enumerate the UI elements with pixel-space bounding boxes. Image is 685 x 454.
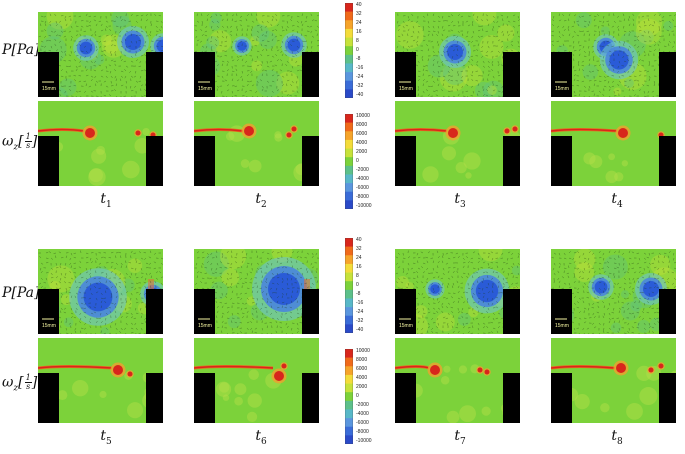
colorbar-tick: 6000 — [356, 366, 368, 372]
svg-text:15mm: 15mm — [42, 86, 56, 92]
vorticity-panel — [194, 101, 319, 186]
colorbar-tick: 16 — [356, 264, 362, 270]
pressure-row-label-bottom: P[Pa] — [2, 285, 40, 301]
pressure-panel: 15mm — [194, 249, 319, 334]
time-label-8: t8 — [611, 428, 623, 447]
colorbar-tick: 4000 — [356, 375, 368, 381]
colorbar-tick: -40 — [356, 327, 364, 333]
colorbar-tick: 0 — [356, 158, 359, 164]
colorbar-tick: -40 — [356, 92, 364, 98]
colorbar-tick: 8000 — [356, 122, 368, 128]
colorbar-tick: 0 — [356, 282, 359, 288]
vorticity-colorbar-bottom — [344, 348, 355, 445]
pressure-panel: 15mm — [38, 12, 163, 97]
svg-text:15mm: 15mm — [399, 323, 413, 329]
svg-text:15mm: 15mm — [198, 323, 212, 329]
vorticity-panel — [395, 338, 520, 423]
vorticity-panel — [38, 338, 163, 423]
colorbar-tick: -2000 — [356, 167, 369, 173]
pressure-panel: 15mm — [38, 249, 163, 334]
colorbar-tick: -8 — [356, 291, 361, 297]
colorbar-tick: 2000 — [356, 149, 368, 155]
colorbar-tick: 0 — [356, 393, 359, 399]
time-label-1: t1 — [100, 191, 112, 210]
colorbar-tick: 24 — [356, 255, 362, 261]
colorbar-tick: -24 — [356, 309, 364, 315]
colorbar-tick: -10000 — [356, 438, 372, 444]
colorbar-tick: -6000 — [356, 185, 369, 191]
colorbar-tick: 8 — [356, 273, 359, 279]
colorbar-tick: -4000 — [356, 176, 369, 182]
vorticity-panel — [194, 338, 319, 423]
svg-text:15mm: 15mm — [555, 86, 569, 92]
time-label-7: t7 — [454, 428, 466, 447]
svg-text:15mm: 15mm — [198, 86, 212, 92]
colorbar-tick: 8000 — [356, 357, 368, 363]
colorbar-tick: -10000 — [356, 203, 372, 209]
colorbar-tick: 6000 — [356, 131, 368, 137]
colorbar-tick: 8 — [356, 38, 359, 44]
vorticity-panel — [551, 338, 676, 423]
time-label-3: t3 — [454, 191, 466, 210]
colorbar-tick: -6000 — [356, 420, 369, 426]
svg-text:15mm: 15mm — [42, 323, 56, 329]
colorbar-tick: -8 — [356, 56, 361, 62]
colorbar-tick: -8000 — [356, 429, 369, 435]
colorbar-tick: -2000 — [356, 402, 369, 408]
pressure-panel: 15mm — [395, 12, 520, 97]
svg-text:15mm: 15mm — [555, 323, 569, 329]
colorbar-tick: 40 — [356, 2, 362, 8]
colorbar-tick: 32 — [356, 246, 362, 252]
time-label-6: t6 — [255, 428, 267, 447]
vorticity-panel — [38, 101, 163, 186]
time-label-2: t2 — [255, 191, 267, 210]
colorbar-tick: 10000 — [356, 348, 370, 354]
colorbar-tick: 40 — [356, 237, 362, 243]
colorbar-tick: -32 — [356, 318, 364, 324]
time-label-5: t5 — [100, 428, 112, 447]
vorticity-colorbar-top — [344, 113, 355, 210]
colorbar-tick: 2000 — [356, 384, 368, 390]
colorbar-tick: 4000 — [356, 140, 368, 146]
vorticity-panel — [395, 101, 520, 186]
colorbar-tick: 32 — [356, 11, 362, 17]
pressure-panel: 15mm — [551, 249, 676, 334]
pressure-panel: 15mm — [395, 249, 520, 334]
colorbar-tick: -32 — [356, 83, 364, 89]
pressure-colorbar-top — [344, 2, 355, 99]
colorbar-tick: -4000 — [356, 411, 369, 417]
colorbar-tick: -16 — [356, 65, 364, 71]
colorbar-tick: 16 — [356, 29, 362, 35]
colorbar-tick: 24 — [356, 20, 362, 26]
vorticity-panel — [551, 101, 676, 186]
pressure-panel: 15mm — [551, 12, 676, 97]
pressure-row-label-top: P[Pa] — [2, 42, 40, 58]
time-label-4: t4 — [611, 191, 623, 210]
colorbar-tick: 0 — [356, 47, 359, 53]
vorticity-row-label-top: ωz[1 s] — [2, 132, 38, 153]
colorbar-tick: -24 — [356, 74, 364, 80]
svg-text:15mm: 15mm — [399, 86, 413, 92]
pressure-panel: 15mm — [194, 12, 319, 97]
vorticity-row-label-bottom: ωz[1 s] — [2, 373, 38, 394]
pressure-colorbar-bottom — [344, 237, 355, 334]
colorbar-tick: -16 — [356, 300, 364, 306]
colorbar-tick: 10000 — [356, 113, 370, 119]
colorbar-tick: -8000 — [356, 194, 369, 200]
